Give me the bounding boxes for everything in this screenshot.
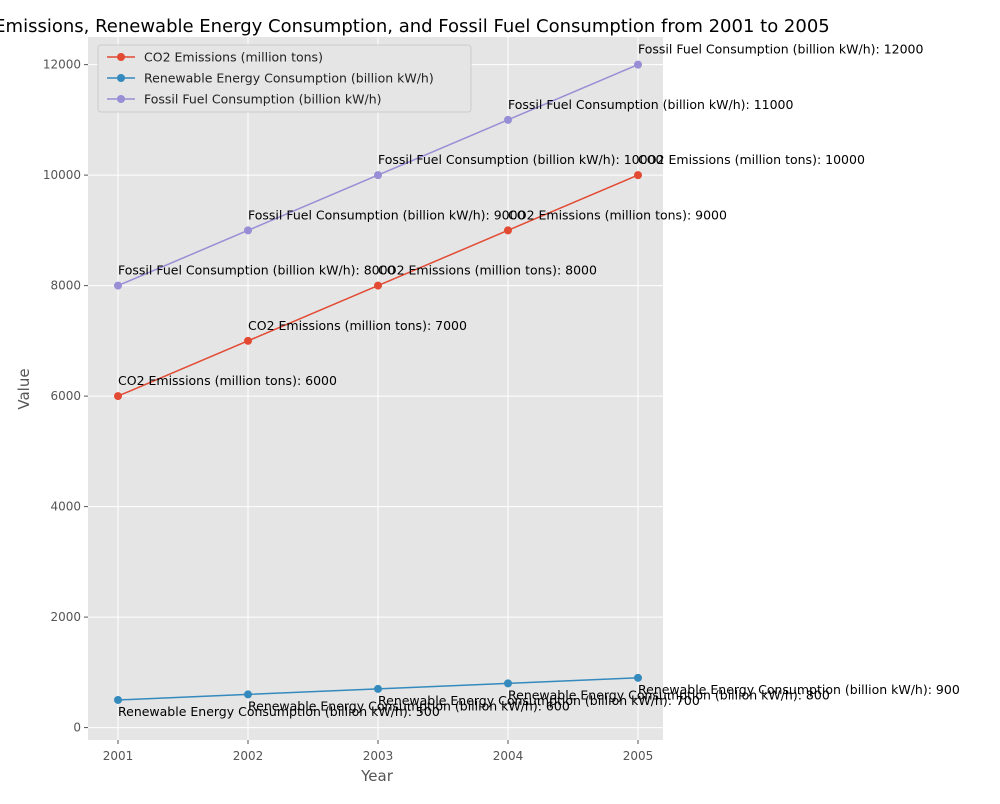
data-label: Fossil Fuel Consumption (billion kW/h): …	[248, 207, 526, 222]
y-tick-label: 2000	[50, 610, 81, 624]
series-1	[114, 171, 642, 401]
plot-area	[88, 37, 663, 740]
data-point	[634, 673, 642, 682]
data-label: Fossil Fuel Consumption (billion kW/h): …	[508, 97, 794, 112]
data-label: CO2 Emissions (million tons): 8000	[378, 263, 597, 278]
legend-swatch-marker	[117, 95, 125, 103]
data-point	[244, 226, 252, 235]
series-layer	[114, 60, 642, 704]
data-point	[114, 392, 122, 401]
data-label: Renewable Energy Consumption (billion kW…	[638, 682, 960, 697]
x-tick-label: 2003	[363, 749, 394, 763]
data-point	[244, 336, 252, 345]
data-point	[504, 115, 512, 124]
data-point	[114, 695, 122, 704]
y-axis-label: Value	[15, 368, 33, 409]
data-label: Renewable Energy Consumption (billion kW…	[248, 698, 570, 713]
series-2	[114, 673, 642, 704]
x-tick-label: 2005	[623, 749, 654, 763]
y-tick-label: 10000	[43, 168, 81, 182]
legend-swatch-marker	[117, 74, 125, 82]
legend: CO2 Emissions (million tons) Renewable En…	[97, 44, 472, 113]
data-label: Renewable Energy Consumption (billion kW…	[378, 693, 700, 708]
legend-label: Renewable Energy Consumption (billion kW…	[144, 71, 434, 86]
data-point	[634, 171, 642, 180]
y-tick-label: 4000	[50, 500, 81, 514]
data-point	[114, 281, 122, 290]
chart-title: CO2 Emissions, Renewable Energy Consumpt…	[0, 16, 830, 37]
data-point	[504, 679, 512, 688]
y-tick-label: 12000	[43, 58, 81, 72]
legend-label: Fossil Fuel Consumption (billion kW/h)	[144, 92, 382, 107]
data-point	[374, 684, 382, 693]
point-labels: CO2 Emissions (million tons): 6000 CO2 Em…	[118, 42, 960, 719]
x-tick-label: 2001	[103, 749, 134, 763]
x-tick-label: 2004	[493, 749, 524, 763]
y-tick-label: 0	[73, 721, 81, 735]
data-label: CO2 Emissions (million tons): 10000	[638, 152, 865, 167]
legend-label: CO2 Emissions (million tons)	[144, 50, 323, 65]
x-axis: 2001 2002 2003 2004 2005	[103, 740, 654, 763]
data-label: Fossil Fuel Consumption (billion kW/h): …	[638, 42, 924, 57]
series-3	[114, 60, 642, 290]
legend-item: Renewable Energy Consumption (billion kW…	[107, 71, 434, 86]
data-point	[634, 60, 642, 69]
legend-item: Fossil Fuel Consumption (billion kW/h)	[107, 92, 382, 107]
x-tick-label: 2002	[233, 749, 264, 763]
y-axis: 0 2000 4000 6000 8000 10000 12000	[43, 58, 88, 735]
data-label: CO2 Emissions (million tons): 6000	[118, 373, 337, 388]
data-label: CO2 Emissions (million tons): 7000	[248, 318, 467, 333]
legend-item: CO2 Emissions (million tons)	[107, 50, 323, 65]
data-label: Fossil Fuel Consumption (billion kW/h): …	[378, 152, 664, 167]
data-label: Renewable Energy Consumption (billion kW…	[118, 704, 440, 719]
data-point	[374, 171, 382, 180]
y-tick-label: 6000	[50, 389, 81, 403]
legend-box	[97, 44, 472, 113]
data-point	[374, 281, 382, 290]
x-axis-label: Year	[360, 767, 394, 785]
data-label: Fossil Fuel Consumption (billion kW/h): …	[118, 263, 396, 278]
data-label: CO2 Emissions (million tons): 9000	[508, 207, 727, 222]
legend-swatch-marker	[117, 53, 125, 61]
y-tick-label: 8000	[50, 279, 81, 293]
data-label: Renewable Energy Consumption (billion kW…	[508, 687, 830, 702]
data-point	[504, 226, 512, 235]
data-point	[244, 690, 252, 699]
